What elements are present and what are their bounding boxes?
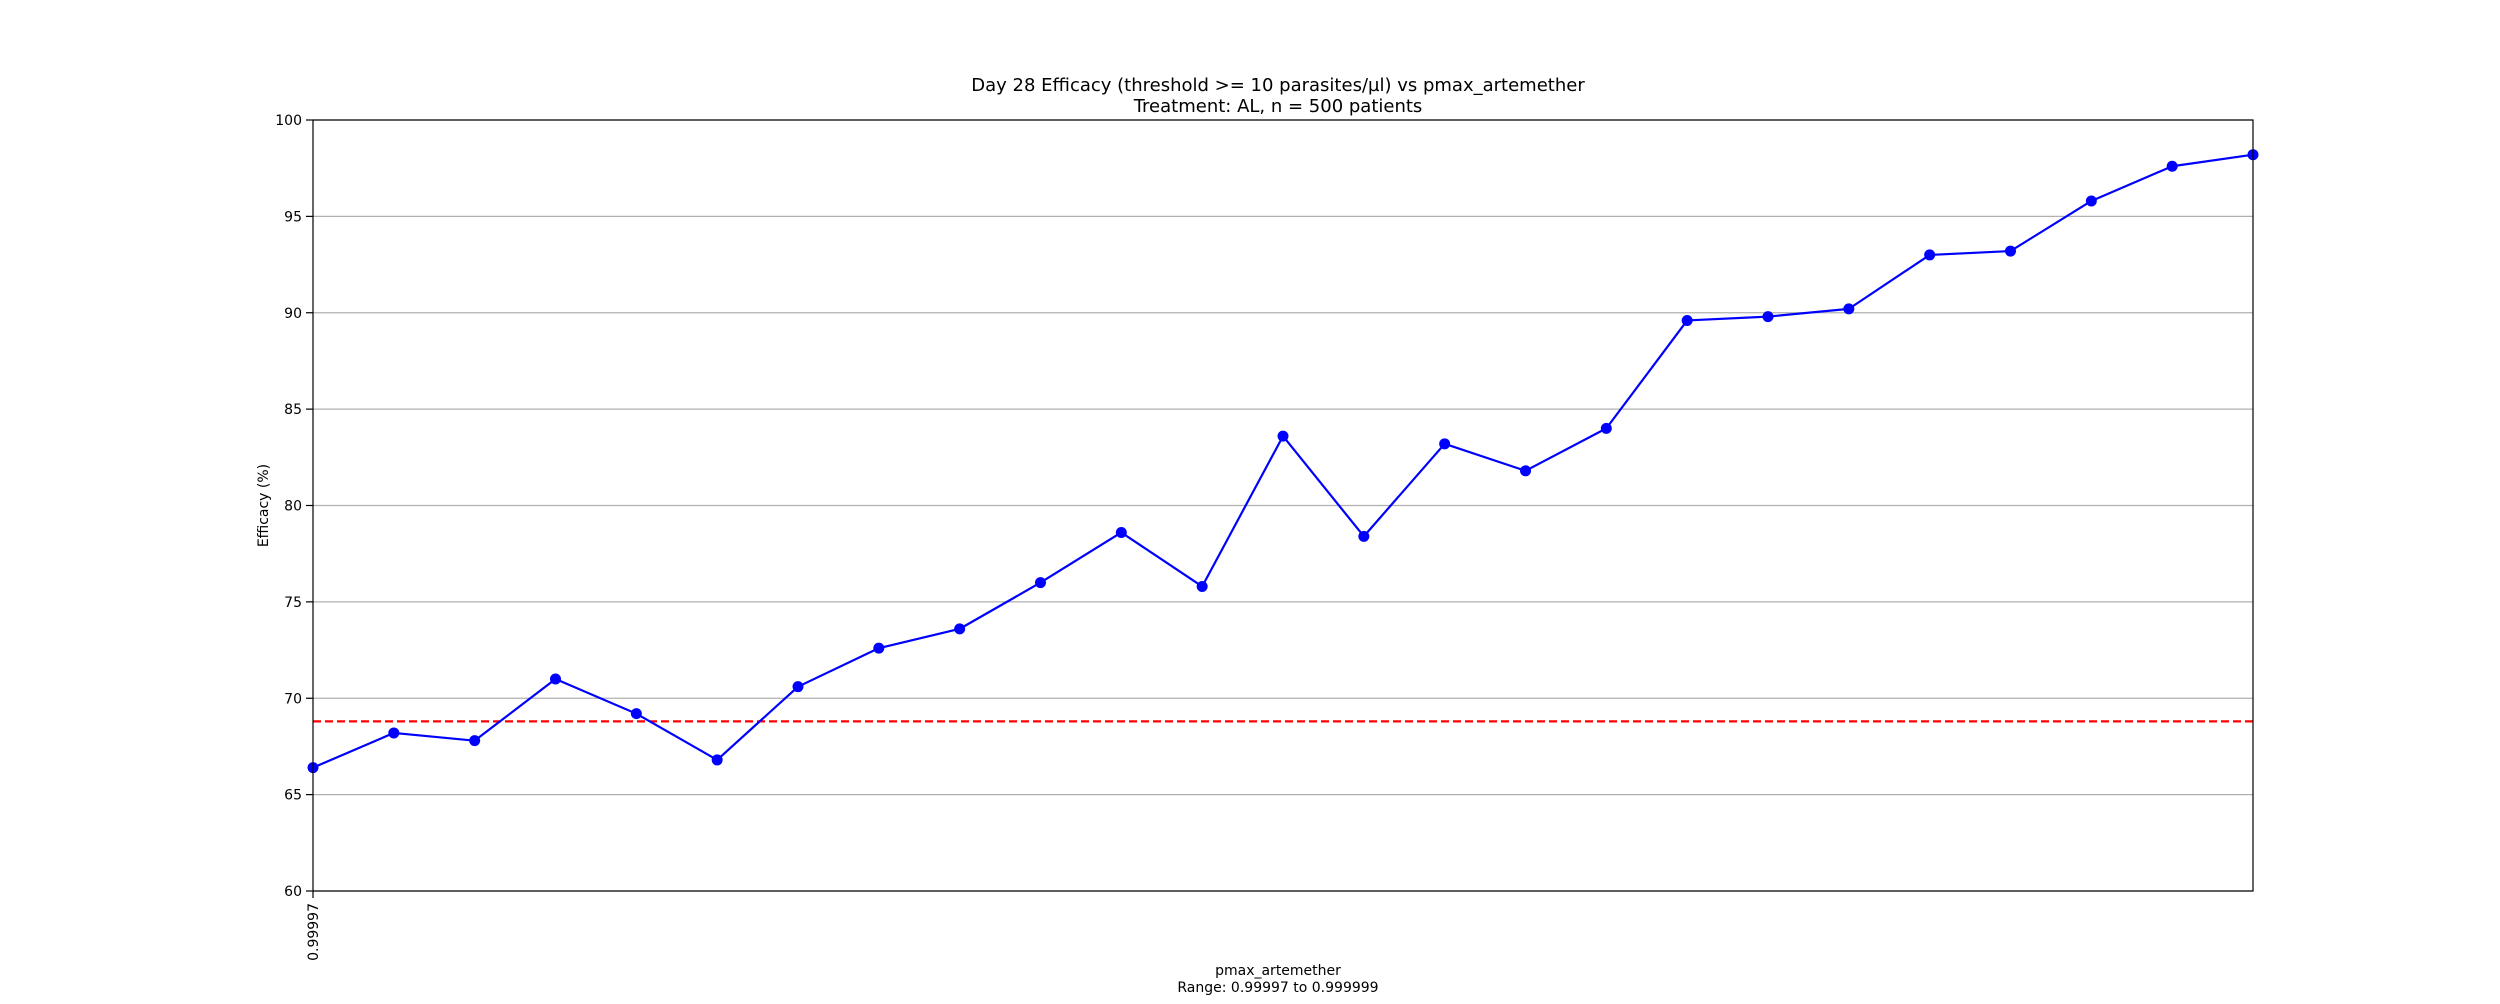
data-point-1 — [388, 727, 400, 739]
data-point-15 — [1520, 465, 1531, 477]
y-axis-label: Efficacy (%) — [256, 464, 272, 547]
data-point-19 — [1843, 303, 1855, 315]
chart-subtitle: Treatment: AL, n = 500 patients — [1133, 96, 1423, 117]
series-layer — [307, 149, 2259, 774]
data-point-17 — [1681, 314, 1693, 326]
data-point-21 — [2005, 245, 2016, 257]
data-point-10 — [1115, 526, 1127, 538]
data-point-4 — [630, 708, 642, 720]
data-point-18 — [1762, 311, 1774, 323]
data-point-13 — [1358, 530, 1370, 542]
x-axis-ticks: 0.99997 — [306, 891, 322, 961]
x-tick-label-0: 0.99997 — [306, 903, 322, 961]
data-point-6 — [792, 681, 804, 693]
data-point-11 — [1196, 580, 1208, 592]
data-point-22 — [2085, 195, 2097, 207]
x-axis-label: pmax_artemether — [1215, 963, 1341, 979]
y-tick-label-85: 85 — [284, 402, 302, 418]
data-point-8 — [954, 623, 966, 635]
data-point-14 — [1439, 438, 1451, 450]
y-tick-label-100: 100 — [275, 113, 302, 129]
y-axis-ticks: 60 65 70 75 80 85 90 95 100 — [275, 113, 313, 900]
data-point-7 — [873, 642, 885, 654]
y-tick-label-95: 95 — [284, 209, 302, 225]
data-point-16 — [1600, 422, 1612, 434]
y-tick-label-90: 90 — [284, 306, 302, 322]
data-point-9 — [1035, 577, 1046, 589]
data-point-5 — [711, 754, 723, 766]
y-tick-label-60: 60 — [284, 884, 302, 900]
data-point-23 — [2166, 160, 2178, 172]
data-point-3 — [550, 673, 561, 685]
x-axis-range-note: Range: 0.99997 to 0.999999 — [1177, 980, 1378, 996]
y-tick-label-70: 70 — [284, 691, 302, 707]
y-tick-label-80: 80 — [284, 499, 302, 515]
y-tick-label-65: 65 — [284, 788, 302, 804]
data-point-12 — [1277, 430, 1289, 442]
y-tick-label-75: 75 — [284, 595, 302, 611]
gridlines — [313, 119, 2253, 892]
chart-title: Day 28 Efficacy (threshold >= 10 parasit… — [971, 75, 1585, 96]
data-point-20 — [1924, 249, 1936, 261]
data-point-2 — [469, 735, 481, 747]
series-line-0 — [312, 153, 2254, 769]
